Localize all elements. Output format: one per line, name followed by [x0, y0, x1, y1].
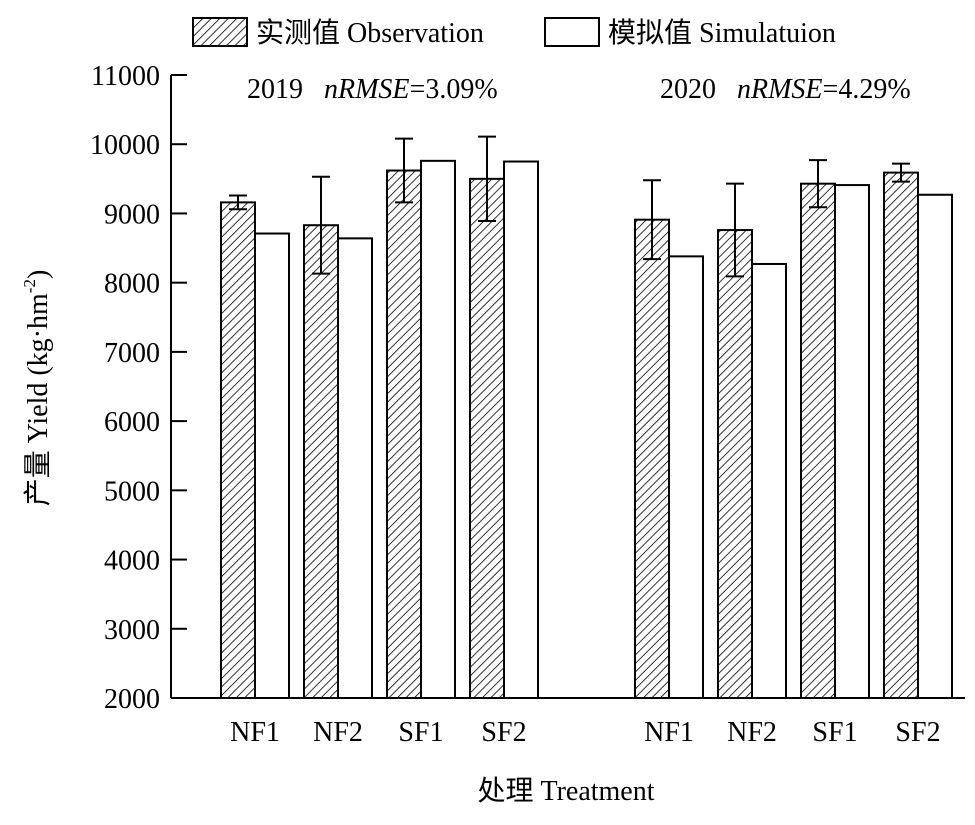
y-tick-label: 2000 — [104, 684, 160, 715]
y-tick-label: 4000 — [104, 546, 160, 577]
y-tick-label: 11000 — [91, 61, 160, 92]
y-axis-title-close: ) — [23, 270, 54, 279]
y-tick-label: 9000 — [104, 199, 160, 230]
annotation-2020-metric: nRMSE — [737, 74, 823, 105]
annotation-2020: 2020 nRMSE=4.29% — [660, 74, 911, 105]
annotation-2019: 2019 nRMSE=3.09% — [247, 74, 498, 105]
bar-simulation — [917, 193, 953, 699]
bar-observation — [717, 229, 753, 700]
y-tick-label: 6000 — [104, 407, 160, 438]
bar-observation — [386, 169, 422, 699]
bar-observation — [883, 171, 919, 699]
annotation-2020-value: =4.29% — [823, 74, 911, 105]
bar-simulation — [834, 184, 870, 699]
y-tick-label: 3000 — [104, 615, 160, 646]
bar-simulation — [337, 237, 373, 699]
annotation-2019-year: 2019 — [247, 74, 303, 105]
bar-observation — [220, 201, 256, 699]
y-tick-label: 5000 — [104, 476, 160, 507]
y-tick-label: 10000 — [90, 130, 160, 161]
legend-swatch-simulation — [544, 17, 600, 47]
x-tick-label: NF2 — [313, 717, 363, 748]
legend-swatch-observation — [192, 17, 248, 47]
bar-observation — [303, 224, 339, 699]
y-tick-label: 8000 — [104, 269, 160, 300]
x-tick-label: NF1 — [644, 717, 694, 748]
annotation-2019-value: =3.09% — [410, 74, 498, 105]
bar-simulation — [420, 159, 456, 699]
bar-observation — [800, 182, 836, 699]
y-axis-title-text: 产量 Yield — [22, 383, 54, 507]
bar-simulation — [254, 232, 290, 699]
x-tick-label: NF1 — [230, 717, 280, 748]
bar-observation — [469, 177, 505, 700]
legend-label-simulation: 模拟值 Simulatuion — [608, 17, 836, 49]
annotation-2020-year: 2020 — [660, 74, 716, 105]
y-ticks: 2000 3000 4000 5000 6000 7000 8000 9000 10000 110… — [90, 61, 187, 715]
legend: 实测值 Observation 模拟值 Simulatuion — [192, 17, 836, 49]
y-axis-title: 产量 Yield (kg·hm-2) — [20, 270, 54, 507]
bar-simulation — [503, 160, 539, 699]
bar-observation — [634, 218, 670, 699]
bars — [220, 159, 953, 700]
x-axis-title: 处理 Treatment — [477, 775, 654, 807]
x-tick-label: SF2 — [895, 717, 940, 748]
y-axis-title-sup: -2 — [20, 279, 39, 293]
x-tick-label: SF1 — [812, 717, 857, 748]
y-tick-label: 7000 — [104, 338, 160, 369]
y-axis-title-unit: (kg·hm — [23, 293, 54, 376]
bar-simulation — [751, 262, 787, 699]
bar-simulation — [668, 255, 704, 699]
x-tick-label: SF1 — [398, 717, 443, 748]
x-tick-label: SF2 — [481, 717, 526, 748]
x-tick-label: NF2 — [727, 717, 777, 748]
legend-label-observation: 实测值 Observation — [256, 17, 484, 49]
error-bars — [229, 135, 910, 278]
annotation-2019-metric: nRMSE — [324, 74, 410, 105]
x-tick-labels: NF1 NF2 SF1 SF2 NF1 NF2 SF1 SF2 — [230, 717, 940, 748]
